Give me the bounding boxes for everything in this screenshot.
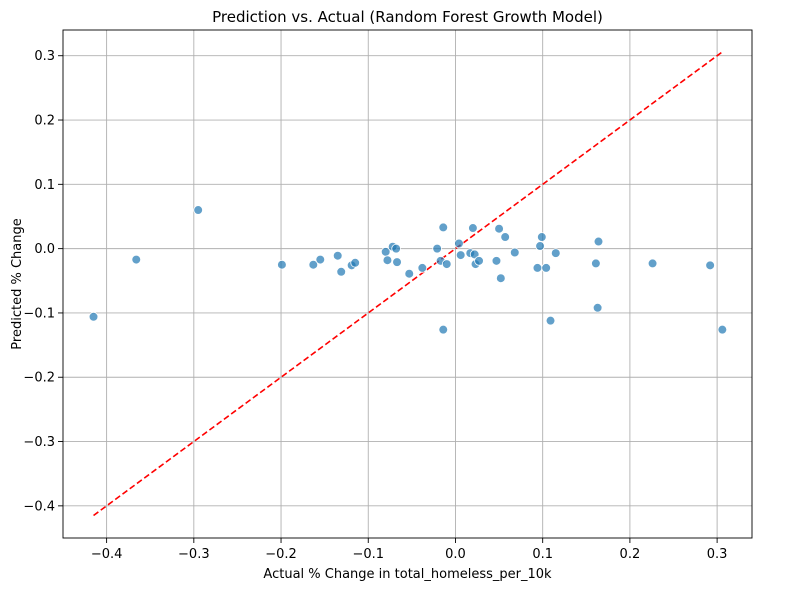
grid	[63, 30, 752, 538]
data-point	[277, 259, 287, 270]
y-tick-label: −0.1	[23, 306, 55, 321]
data-point	[308, 259, 319, 270]
x-axis-ticks: −0.4 −0.3 −0.2 −0.1 0.0 0.1 0.2 0.3	[91, 538, 728, 562]
data-point	[592, 302, 603, 313]
y-tick-label: −0.3	[23, 435, 55, 450]
chart-title: Prediction vs. Actual (Random Forest Gro…	[212, 8, 603, 26]
data-point	[474, 256, 484, 266]
data-point	[509, 247, 520, 258]
data-point	[535, 241, 545, 251]
data-point	[537, 232, 547, 242]
data-point	[494, 223, 504, 234]
data-point	[432, 243, 442, 254]
data-point	[193, 205, 203, 215]
data-point	[438, 324, 449, 335]
data-point	[593, 236, 604, 247]
data-point	[350, 257, 360, 268]
data-point	[491, 256, 502, 266]
data-point	[496, 273, 506, 284]
data-point	[532, 263, 543, 273]
y-tick-label: 0.1	[34, 178, 55, 193]
data-point	[468, 223, 478, 233]
data-point	[88, 311, 99, 322]
x-tick-label: 0.0	[445, 547, 466, 562]
data-point	[336, 266, 347, 277]
y-tick-label: −0.2	[23, 371, 55, 386]
data-point	[647, 258, 658, 269]
data-point	[392, 257, 402, 267]
data-point	[438, 222, 449, 233]
data-point	[441, 259, 452, 269]
data-point	[591, 258, 601, 269]
y-tick-label: 0.2	[34, 114, 55, 129]
x-tick-label: 0.1	[532, 547, 553, 562]
reference-line-layer	[93, 51, 722, 517]
data-point	[315, 254, 326, 265]
y-axis-ticks: −0.4 −0.3 −0.2 −0.1 0.0 0.1 0.2 0.3	[23, 49, 63, 514]
data-point	[404, 268, 415, 279]
x-tick-label: −0.2	[265, 547, 297, 562]
data-point	[382, 255, 393, 266]
y-axis-label: Predicted % Change	[10, 218, 25, 349]
points-layer	[88, 205, 728, 335]
data-point	[705, 260, 715, 271]
x-axis-label: Actual % Change in total_homeless_per_10…	[263, 567, 552, 582]
data-point	[717, 324, 728, 335]
y-tick-label: −0.4	[23, 499, 55, 514]
data-point	[454, 238, 464, 249]
data-point	[545, 315, 556, 326]
plot-frame	[62, 29, 753, 539]
reference-line	[93, 51, 722, 517]
data-point	[332, 250, 343, 261]
data-point	[455, 250, 466, 260]
data-point	[550, 248, 561, 258]
x-tick-label: 0.2	[620, 547, 641, 562]
data-point	[541, 263, 551, 273]
data-point	[131, 254, 142, 265]
data-point	[391, 243, 401, 254]
x-tick-label: −0.1	[352, 547, 384, 562]
y-tick-label: 0.3	[34, 49, 55, 64]
x-tick-label: −0.4	[91, 547, 123, 562]
data-point	[417, 263, 428, 273]
data-point	[500, 232, 510, 242]
x-tick-label: 0.3	[707, 547, 728, 562]
x-tick-label: −0.3	[178, 547, 210, 562]
y-tick-label: 0.0	[34, 242, 55, 257]
